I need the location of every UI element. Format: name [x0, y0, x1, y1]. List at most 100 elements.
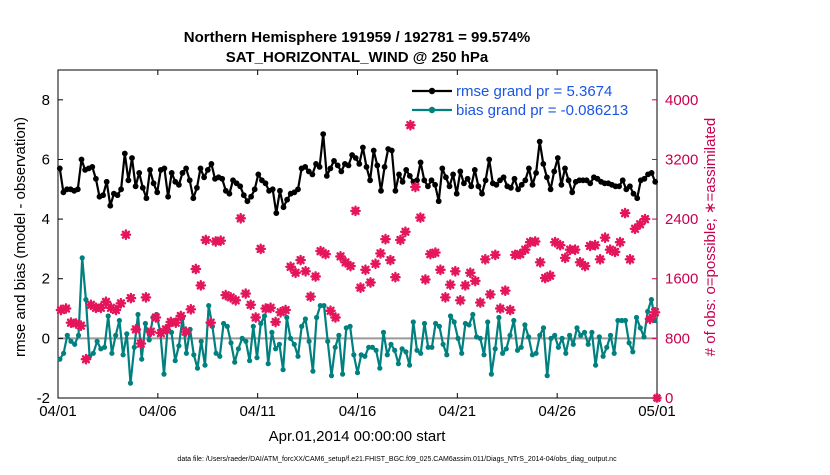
rmse-point	[547, 186, 554, 193]
rmse-point	[237, 183, 244, 190]
assimilated-obs-point	[305, 291, 316, 302]
rmse-point	[331, 158, 337, 164]
rmse-point	[428, 177, 435, 184]
bias-point	[354, 370, 361, 376]
y-right-tick-label: 2400	[665, 211, 698, 228]
rmse-point	[132, 183, 139, 190]
bias-point	[570, 341, 576, 347]
rmse-point	[240, 192, 247, 199]
assimilated-obs-point	[275, 306, 286, 318]
assimilated-obs-point	[175, 310, 187, 322]
y-right-tick-label: 3200	[665, 151, 698, 168]
bias-point	[72, 341, 78, 347]
bias-point	[526, 334, 532, 340]
rmse-point	[78, 156, 85, 163]
x-axis-label: Apr.01,2014 00:00:00 start	[269, 428, 447, 445]
rmse-point	[197, 165, 204, 172]
assimilated-obs-point	[120, 229, 132, 241]
rmse-point	[511, 175, 518, 182]
rmse-point	[219, 175, 226, 182]
rmse-point	[338, 168, 345, 175]
bias-point	[470, 311, 476, 318]
rmse-point	[493, 181, 500, 188]
bias-point	[254, 355, 260, 361]
rmse-point	[533, 170, 539, 176]
rmse-point	[388, 147, 395, 154]
assimilated-obs-point	[200, 234, 212, 246]
assimilated-obs-point	[370, 258, 381, 270]
rmse-point	[114, 192, 121, 199]
bias-point	[276, 341, 282, 347]
assimilated-obs-point	[514, 248, 526, 260]
bias-point	[68, 338, 74, 344]
bias-point	[146, 337, 152, 343]
rmse-point	[121, 150, 128, 157]
assimilated-obs-point	[125, 292, 137, 304]
rmse-point	[435, 198, 442, 205]
assimilated-obs-point	[195, 280, 207, 291]
rmse-point	[443, 174, 449, 181]
bias-point	[336, 332, 342, 338]
assimilated-obs-point	[340, 256, 351, 268]
bias-point	[429, 344, 435, 350]
assimilated-obs-point	[385, 254, 396, 266]
bias-point	[377, 365, 383, 371]
rmse-point	[309, 171, 316, 178]
rmse-point	[381, 164, 388, 170]
rmse-point	[374, 162, 381, 169]
assimilated-obs-point	[225, 292, 237, 303]
assimilated-obs-point	[115, 297, 127, 309]
bias-point	[392, 347, 398, 353]
assimilated-obs-point	[345, 260, 356, 272]
bias-point	[388, 341, 394, 347]
rmse-point	[201, 174, 208, 181]
y-right-tick-label: 4000	[665, 92, 698, 109]
assimilated-obs-point	[100, 296, 112, 308]
bias-point	[418, 350, 424, 356]
x-tick-label: 04/21	[439, 403, 477, 420]
rmse-point	[204, 167, 211, 173]
bias-point	[142, 320, 148, 327]
chart-title-line-1: Northern Hemisphere 191959 / 192781 = 99…	[184, 29, 530, 46]
assimilated-obs-point	[335, 251, 346, 262]
y-right-tick-label: 800	[665, 330, 690, 347]
y-tick-label: 8	[42, 92, 50, 109]
assimilated-obs-point	[300, 265, 311, 277]
legend-label: rmse grand pr = 5.3674	[456, 83, 612, 100]
bias-point	[206, 303, 212, 309]
assimilated-obs-point	[639, 213, 651, 225]
rmse-point	[302, 164, 309, 170]
rmse-point	[176, 181, 182, 188]
assimilated-obs-point	[265, 302, 276, 314]
assimilated-obs-point	[330, 312, 341, 323]
bias-point	[514, 347, 521, 353]
assimilated-obs-point	[110, 304, 122, 316]
rmse-point	[295, 186, 301, 193]
bias-point	[306, 338, 312, 344]
rmse-point	[147, 167, 153, 173]
rmse-point	[565, 177, 572, 184]
rmse-point	[479, 190, 485, 197]
rmse-point	[648, 170, 655, 176]
bias-point	[366, 344, 372, 350]
rmse-point	[280, 204, 287, 211]
bias-point	[295, 353, 301, 359]
bias-point	[57, 356, 63, 362]
assimilated-obs-point	[559, 252, 571, 264]
rmse-point	[627, 183, 633, 190]
rmse-point	[529, 181, 536, 188]
assimilated-obs-point	[599, 232, 611, 244]
bias-point	[399, 346, 405, 352]
bias-point	[436, 323, 442, 329]
bias-point	[217, 353, 223, 359]
assimilated-obs-point	[594, 253, 606, 265]
rmse-point	[345, 162, 352, 169]
bias-point	[607, 332, 614, 338]
bias-point	[407, 362, 413, 368]
bias-point	[611, 350, 617, 356]
bias-point	[161, 371, 167, 377]
assimilated-obs-point	[494, 303, 506, 314]
rmse-point	[320, 131, 327, 138]
assimilated-obs-point	[150, 312, 162, 323]
rmse-point	[143, 195, 150, 202]
